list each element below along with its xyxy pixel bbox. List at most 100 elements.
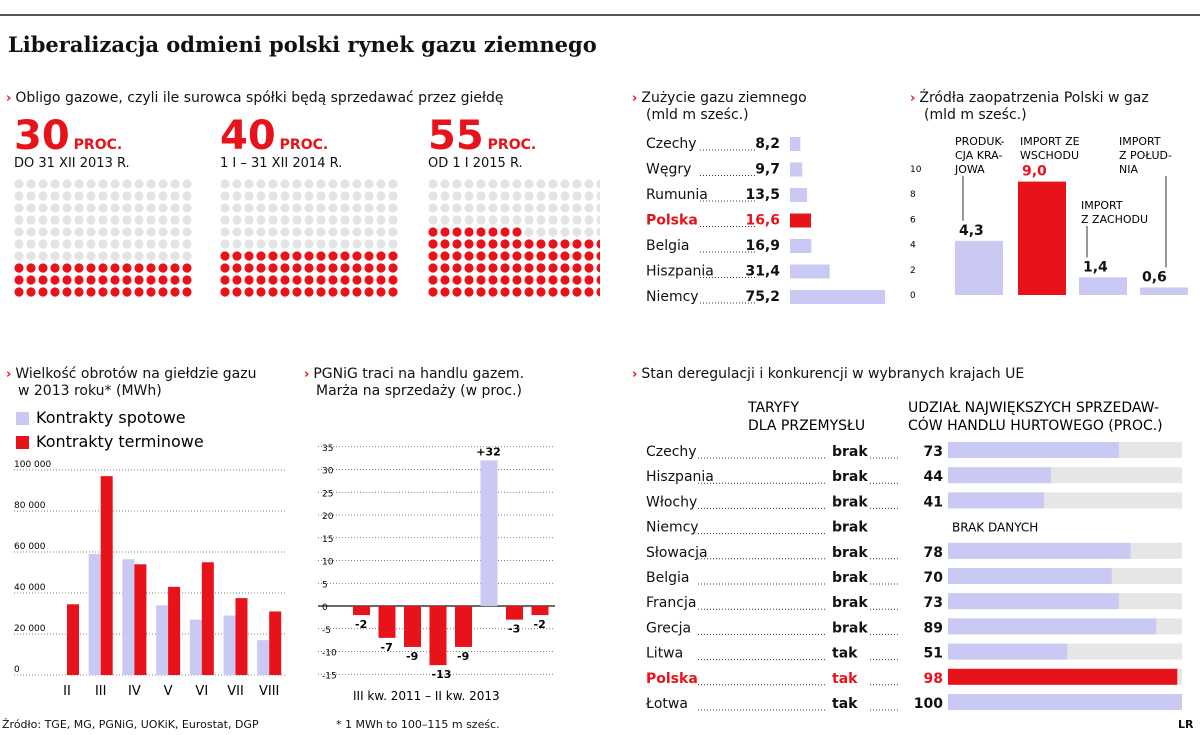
dot-2-filled	[328, 263, 338, 273]
dot-3-empty	[584, 203, 594, 213]
dot-2-empty	[316, 215, 326, 225]
dot-1-filled	[50, 275, 60, 285]
dot-3-empty	[476, 215, 486, 225]
dot-1-empty	[14, 215, 24, 225]
dot-3-empty	[572, 215, 582, 225]
dot-2-empty	[376, 239, 386, 249]
dot-1-empty	[62, 251, 72, 261]
dot-1-empty	[146, 251, 156, 261]
dot-2-filled	[244, 251, 254, 261]
dot-3-empty	[596, 227, 600, 237]
dot-3-empty	[488, 191, 498, 201]
dot-3-filled	[476, 275, 486, 285]
dot-1-filled	[146, 263, 156, 273]
dereg-tariff-label: brak	[832, 444, 868, 460]
sources-category-label: IMPORT ZE	[1020, 135, 1080, 148]
sources-category-label: CJA KRA-	[955, 149, 1002, 162]
dot-2-empty	[352, 215, 362, 225]
dot-1-filled	[158, 287, 168, 297]
dot-2-empty	[292, 239, 302, 249]
dot-1-empty	[50, 191, 60, 201]
dot-2-empty	[232, 227, 242, 237]
dot-2-filled	[304, 275, 314, 285]
dot-3-empty	[512, 191, 522, 201]
obligo-item-2: 40 PROC. 1 I – 31 XII 2014 R.	[220, 116, 342, 171]
dot-3-empty	[428, 215, 438, 225]
dot-3-empty	[572, 191, 582, 201]
dot-1-empty	[134, 179, 144, 189]
dot-2-empty	[292, 215, 302, 225]
dot-3-filled	[524, 287, 534, 297]
dot-1-empty	[86, 179, 96, 189]
dereg-tariff-label: brak	[832, 570, 868, 586]
turnover-xtick-label: V	[164, 684, 173, 699]
dot-1-filled	[158, 275, 168, 285]
obligo-unit-3: PROC.	[487, 137, 537, 153]
dot-1-filled	[62, 263, 72, 273]
dot-1-empty	[122, 179, 132, 189]
dot-3-filled	[524, 275, 534, 285]
dot-2-empty	[364, 203, 374, 213]
dot-2-filled	[280, 251, 290, 261]
dot-1-empty	[26, 203, 36, 213]
obligo-period-3: OD 1 I 2015 R.	[428, 156, 523, 171]
dot-2-empty	[280, 203, 290, 213]
dot-1-empty	[26, 191, 36, 201]
dot-1-filled	[122, 275, 132, 285]
dot-2-empty	[244, 227, 254, 237]
turnover-bar-spot	[156, 605, 169, 675]
dot-2-empty	[376, 227, 386, 237]
dereg-bar	[948, 542, 1131, 559]
dot-2-filled	[268, 251, 278, 261]
consumption-value-label: 16,9	[745, 238, 780, 254]
dot-2-filled	[388, 287, 398, 297]
dot-1-empty	[170, 203, 180, 213]
dot-1-empty	[158, 251, 168, 261]
turnover-xtick-label: III	[95, 684, 107, 699]
dot-2-filled	[232, 251, 242, 261]
dot-3-empty	[500, 191, 510, 201]
margin-bar	[353, 606, 370, 616]
dot-3-empty	[524, 215, 534, 225]
dot-2-empty	[220, 179, 230, 189]
sources-bar	[1018, 181, 1066, 295]
dot-2-filled	[352, 263, 362, 273]
turnover-title-line-1: Wielkość obrotów na giełdzie gazu	[15, 366, 257, 382]
margin-bar	[404, 606, 421, 647]
dot-1-empty	[146, 227, 156, 237]
margin-bar	[455, 606, 472, 647]
dot-2-empty	[388, 203, 398, 213]
dot-3-filled	[584, 287, 594, 297]
dot-1-empty	[50, 239, 60, 249]
dot-2-empty	[316, 227, 326, 237]
dot-2-empty	[364, 227, 374, 237]
dot-2-filled	[280, 275, 290, 285]
dot-3-empty	[440, 203, 450, 213]
dot-3-empty	[596, 179, 600, 189]
dot-1-empty	[14, 191, 24, 201]
dot-3-empty	[584, 227, 594, 237]
dot-3-empty	[524, 179, 534, 189]
dot-3-empty	[548, 179, 558, 189]
turnover-ytick-label: 40 000	[14, 583, 46, 593]
dot-2-filled	[340, 287, 350, 297]
margin-bar	[429, 606, 447, 666]
dot-3-filled	[560, 239, 570, 249]
dot-3-filled	[488, 251, 498, 261]
consumption-value-label: 31,4	[745, 264, 780, 280]
dot-1-empty	[74, 251, 84, 261]
dot-3-empty	[548, 203, 558, 213]
dot-3-filled	[500, 251, 510, 261]
dot-1-empty	[14, 203, 24, 213]
dot-3-filled	[596, 287, 600, 297]
dot-2-empty	[244, 179, 254, 189]
dot-3-filled	[584, 263, 594, 273]
dot-1-empty	[134, 215, 144, 225]
dot-3-filled	[500, 287, 510, 297]
dot-3-filled	[440, 263, 450, 273]
dot-1-empty	[14, 251, 24, 261]
margin-value-label: -13	[432, 668, 452, 681]
dot-3-filled	[464, 251, 474, 261]
dot-3-empty	[488, 179, 498, 189]
turnover-bar-futures	[168, 586, 181, 675]
